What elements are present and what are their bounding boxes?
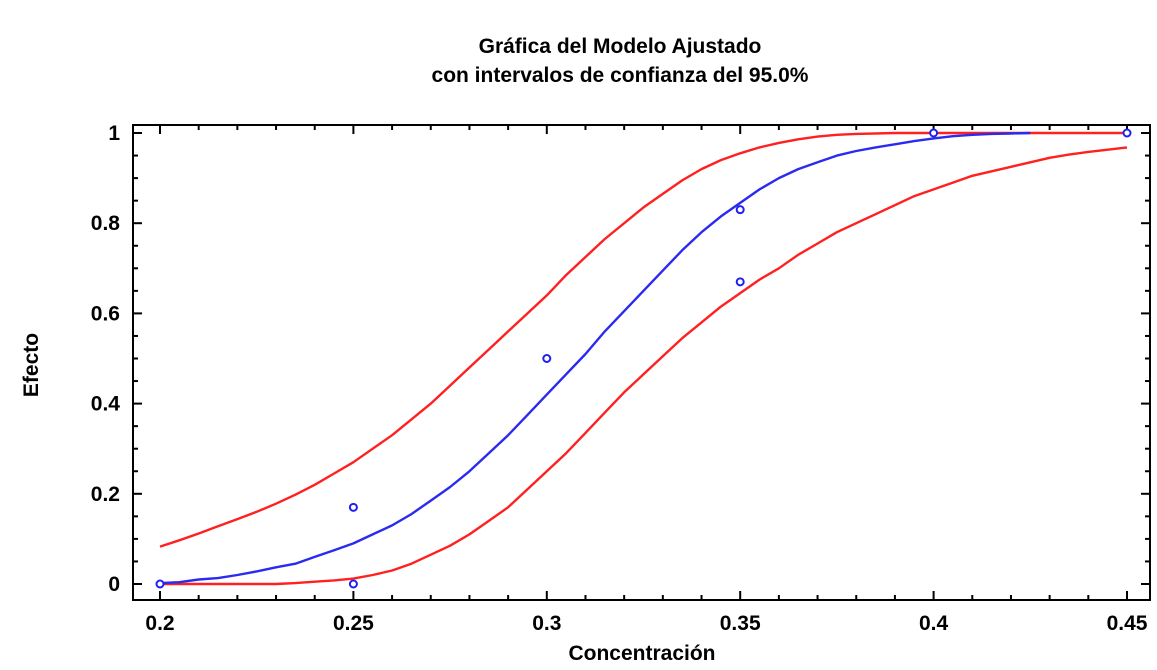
data-point bbox=[348, 579, 358, 589]
plot-area: 0.2 0.25 0.3 0.35 0.4 0.45 0 0.2 0.4 0.6 0.8 1 bbox=[91, 122, 1151, 635]
data-point bbox=[735, 277, 745, 287]
x-tick-label: 0.35 bbox=[720, 612, 761, 635]
data-point bbox=[348, 502, 358, 512]
data-point bbox=[929, 128, 939, 138]
x-tick-label: 0.3 bbox=[532, 612, 561, 635]
data-point bbox=[542, 354, 552, 363]
chart-subtitle: con intervalos de confianza del 95.0% bbox=[432, 64, 809, 87]
x-axis-label: Concentración bbox=[568, 642, 715, 665]
data-point bbox=[155, 579, 165, 589]
y-tick-label: 0 bbox=[108, 573, 120, 596]
y-tick-label: 0.2 bbox=[91, 483, 120, 506]
y-tick-label: 0.4 bbox=[91, 393, 121, 416]
y-tick-label: 0.8 bbox=[91, 212, 121, 235]
y-axis-label: Efecto bbox=[20, 333, 43, 397]
lower-limit-line bbox=[160, 146, 1128, 586]
upper-limit-line bbox=[159, 131, 1127, 548]
x-tick-label: 0.2 bbox=[145, 612, 174, 635]
data-point bbox=[735, 205, 745, 215]
x-tick-label: 0.25 bbox=[333, 612, 374, 635]
x-tick-label: 0.45 bbox=[1107, 612, 1148, 635]
fitted-line bbox=[159, 131, 1031, 585]
plot-frame bbox=[132, 124, 1151, 601]
data-point bbox=[1122, 128, 1132, 138]
x-tick-label: 0.4 bbox=[919, 612, 949, 635]
chart-title: Gráfica del Modelo Ajustado bbox=[479, 35, 762, 58]
y-tick-label: 0.6 bbox=[91, 302, 120, 325]
y-tick-label: 1 bbox=[108, 122, 120, 145]
